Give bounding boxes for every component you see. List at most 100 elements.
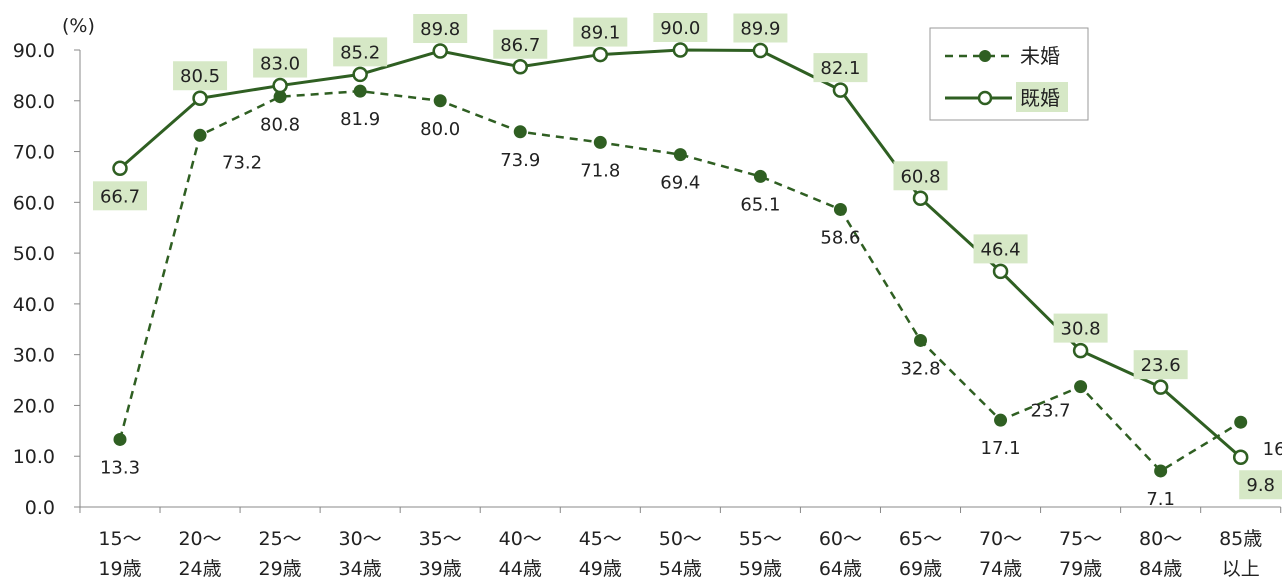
- data-point-married: [1232, 449, 1249, 465]
- x-tick-label: 24歳: [178, 558, 221, 580]
- data-point-unmarried: [833, 202, 847, 216]
- data-label-unmarried: 58.6: [820, 227, 860, 248]
- data-label-unmarried: 80.8: [260, 115, 300, 136]
- legend-label-married-bg: [1016, 82, 1068, 112]
- data-label-unmarried: 23.7: [1031, 401, 1071, 422]
- data-label-married: 82.1: [820, 58, 860, 79]
- data-label-bg-married: [1053, 313, 1108, 343]
- x-tick-label: 19歳: [98, 558, 141, 580]
- data-label-unmarried: 13.3: [100, 457, 140, 478]
- data-label-bg-married: [173, 61, 228, 91]
- data-point-unmarried: [1154, 464, 1168, 478]
- data-label-married: 90.0: [660, 18, 700, 39]
- data-label-bg-married: [93, 181, 147, 211]
- data-point-married: [272, 77, 288, 94]
- data-point-unmarried: [513, 125, 527, 139]
- x-tick-label: 80～: [1139, 528, 1182, 550]
- x-tick-label: 70～: [979, 528, 1022, 550]
- x-tick-label: 44歳: [499, 558, 542, 580]
- x-tick-label: 69歳: [899, 558, 942, 580]
- y-tick-label: 50.0: [13, 243, 55, 265]
- data-label-unmarried: 7.1: [1146, 489, 1175, 510]
- data-label-married: 46.4: [981, 239, 1021, 260]
- y-tick-label: 20.0: [13, 395, 55, 417]
- data-point-unmarried: [113, 432, 127, 446]
- data-label-unmarried: 73.9: [500, 150, 540, 171]
- data-label-married: 80.5: [180, 66, 220, 87]
- x-axis: 15～ 19歳 20～ 24歳 25～ 29歳 30～ 34歳 35～ 39歳 40～ 44歳 45～ 4…: [79, 506, 1282, 580]
- data-label-bg-married: [973, 234, 1028, 264]
- data-label-married: 86.7: [500, 35, 540, 56]
- data-point-unmarried: [1234, 415, 1248, 429]
- data-label-married: 9.8: [1246, 475, 1275, 496]
- data-label-married: 85.2: [340, 42, 380, 63]
- data-point-married: [1072, 342, 1089, 359]
- data-label-married: 30.8: [1061, 319, 1101, 340]
- data-label-unmarried: 65.1: [740, 194, 780, 215]
- data-point-unmarried: [353, 84, 367, 98]
- x-tick-label: 49歳: [579, 558, 622, 580]
- data-point-unmarried: [753, 169, 767, 183]
- x-tick-label: 34歳: [339, 558, 382, 580]
- data-label-unmarried: 32.8: [900, 358, 940, 379]
- x-tick-label: 45～: [579, 528, 622, 550]
- data-label-married: 83.0: [260, 54, 300, 75]
- x-tick-label: 75～: [1059, 528, 1102, 550]
- x-tick-label: 64歳: [819, 558, 862, 580]
- data-label-unmarried: 80.0: [420, 119, 460, 140]
- data-point-married: [592, 46, 609, 63]
- data-label-bg-married: [413, 14, 468, 44]
- y-tick-label: 30.0: [13, 345, 55, 367]
- data-point-married: [752, 42, 769, 59]
- data-label-bg-married: [1239, 470, 1282, 500]
- x-tick-label: 35～: [419, 528, 462, 550]
- legend-marker-married: [977, 90, 993, 106]
- data-label-bg-married: [813, 53, 868, 83]
- y-tick-label: 90.0: [13, 40, 55, 62]
- x-tick-label: 15～: [98, 528, 141, 550]
- data-point-married: [912, 190, 929, 207]
- y-tick-label: 70.0: [13, 142, 55, 164]
- y-tick-label: 60.0: [13, 192, 55, 214]
- series-married: 66.7 80.5 83.0 85.2 89.8 86.7 89.1 90.0 89.9 82.1…: [93, 13, 1282, 500]
- data-label-married: 60.8: [900, 166, 940, 187]
- data-label-unmarried: 73.2: [222, 152, 262, 173]
- x-tick-label: 39歳: [419, 558, 462, 580]
- y-tick-label: 80.0: [13, 91, 55, 113]
- data-point-unmarried: [994, 413, 1008, 427]
- x-tick-label: 29歳: [259, 558, 302, 580]
- data-point-married: [832, 82, 849, 98]
- x-tick-label: 59歳: [739, 558, 782, 580]
- data-point-married: [192, 90, 208, 106]
- x-tick-label: 65～: [899, 528, 942, 550]
- data-point-married: [672, 42, 689, 58]
- data-label-married: 89.1: [580, 23, 620, 44]
- x-tick-label: 以上: [1222, 558, 1260, 580]
- x-tick-label: 84歳: [1139, 558, 1182, 580]
- x-tick-label: 55～: [739, 528, 782, 550]
- series-line-unmarried: [118, 89, 1242, 473]
- data-label-unmarried: 17.1: [981, 438, 1021, 459]
- legend: 未婚 既婚: [929, 27, 1089, 121]
- x-tick-label: 54歳: [659, 558, 702, 580]
- data-label-married: 89.9: [740, 19, 780, 40]
- x-tick-label: 74歳: [979, 558, 1022, 580]
- data-label-bg-married: [733, 13, 788, 43]
- data-point-married: [992, 263, 1009, 280]
- data-label-bg-married: [893, 161, 948, 191]
- y-axis-unit-label: (%): [62, 15, 95, 37]
- x-tick-label: 40～: [499, 528, 542, 550]
- y-axis: 0.0 10.0 20.0 30.0 40.0 50.0 60.0 70.0 80.0 90.0: [13, 40, 81, 519]
- data-point-unmarried: [1074, 380, 1088, 394]
- data-point-unmarried: [914, 333, 927, 347]
- series: 13.3 73.2 80.8 81.9 80.0 73.9 71.8 69.4 65.1 58.6…: [93, 13, 1282, 510]
- data-point-unmarried: [433, 94, 447, 108]
- data-point-unmarried: [673, 148, 687, 162]
- data-point-married: [352, 66, 368, 83]
- legend-marker-unmarried: [979, 50, 991, 62]
- data-label-married: 66.7: [100, 186, 140, 207]
- data-label-unmarried: 81.9: [340, 109, 380, 130]
- data-point-unmarried: [273, 90, 287, 104]
- x-tick-label: 50～: [659, 528, 702, 550]
